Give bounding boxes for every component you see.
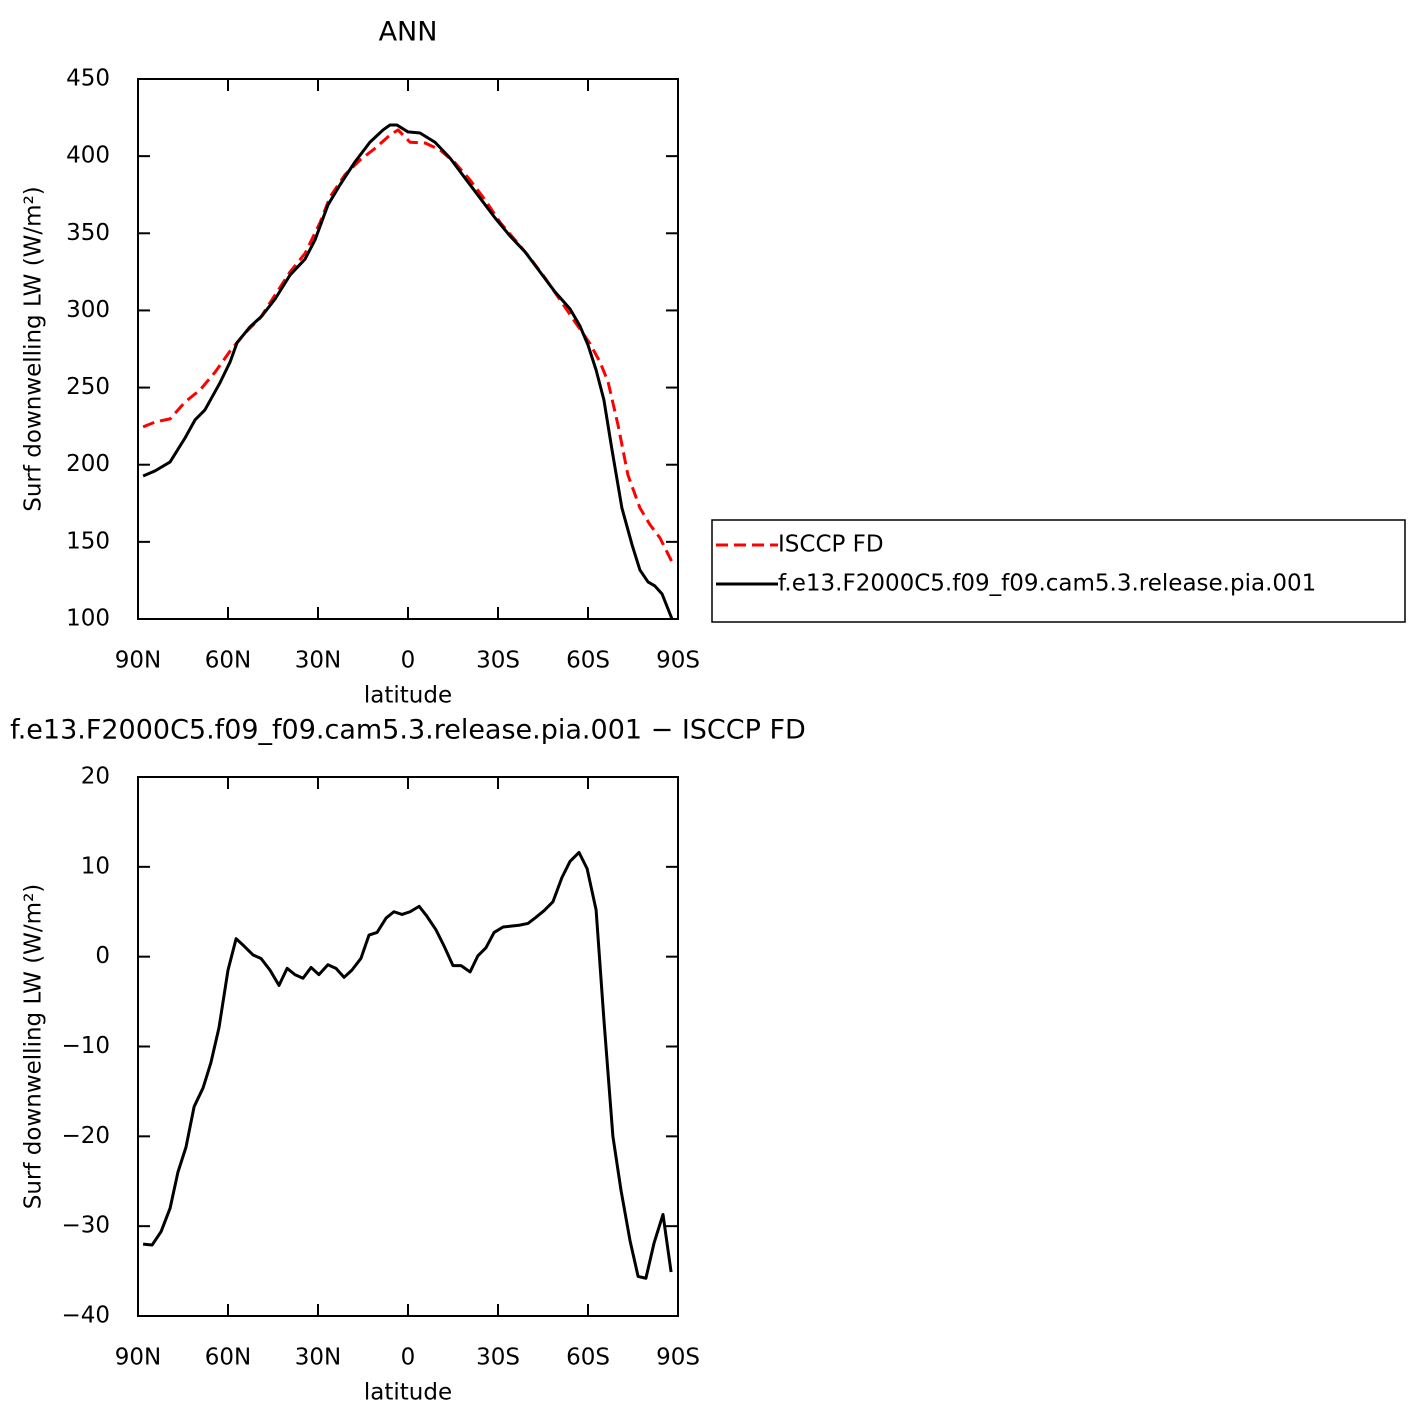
- y-tick-label: 300: [66, 297, 110, 323]
- x-tick-label: 90N: [115, 648, 161, 674]
- x-tick-label: 30S: [476, 1345, 520, 1371]
- x-tick-label: 90N: [115, 1345, 161, 1371]
- legend-label: ISCCP FD: [778, 532, 884, 558]
- x-tick-label: 60N: [205, 648, 251, 674]
- plot-frame: [137, 78, 679, 620]
- x-tick-label: 30S: [476, 648, 520, 674]
- y-tick-label: 10: [81, 853, 110, 879]
- x-tick-label: 60S: [566, 1345, 610, 1371]
- y-tick-label: 450: [66, 66, 110, 92]
- y-tick-label: 350: [66, 220, 110, 246]
- y-tick-label: −30: [61, 1213, 110, 1239]
- y-tick-label: 150: [66, 528, 110, 554]
- chart-title: ANN: [379, 17, 438, 48]
- x-tick-label: 0: [401, 648, 416, 674]
- y-tick-label: 400: [66, 143, 110, 169]
- plot-frame: [137, 776, 679, 1317]
- data-line: [142, 128, 674, 563]
- y-tick-label: 200: [66, 451, 110, 477]
- x-tick-label: 90S: [656, 648, 700, 674]
- x-tick-label: 60N: [205, 1345, 251, 1371]
- x-axis-label: latitude: [364, 683, 452, 709]
- x-tick-label: 30N: [295, 648, 341, 674]
- legend-label: f.e13.F2000C5.f09_f09.cam5.3.release.pia…: [778, 571, 1316, 597]
- x-axis-label: latitude: [364, 1380, 452, 1406]
- y-axis-label: Surf downwelling LW (W/m²): [21, 884, 47, 1210]
- legend-box: [711, 519, 1406, 623]
- y-tick-label: 0: [95, 943, 110, 969]
- y-tick-label: −40: [61, 1303, 110, 1329]
- y-tick-label: −10: [61, 1033, 110, 1059]
- chart-title: f.e13.F2000C5.f09_f09.cam5.3.release.pia…: [10, 715, 806, 746]
- x-tick-label: 90S: [656, 1345, 700, 1371]
- y-tick-label: 100: [66, 606, 110, 632]
- y-tick-label: −20: [61, 1123, 110, 1149]
- y-tick-label: 250: [66, 374, 110, 400]
- x-tick-label: 0: [401, 1345, 416, 1371]
- y-axis-label: Surf downwelling LW (W/m²): [21, 186, 47, 512]
- data-line: [142, 123, 674, 620]
- data-line: [142, 850, 673, 1280]
- x-tick-label: 30N: [295, 1345, 341, 1371]
- x-tick-label: 60S: [566, 648, 610, 674]
- y-tick-label: 20: [81, 764, 110, 790]
